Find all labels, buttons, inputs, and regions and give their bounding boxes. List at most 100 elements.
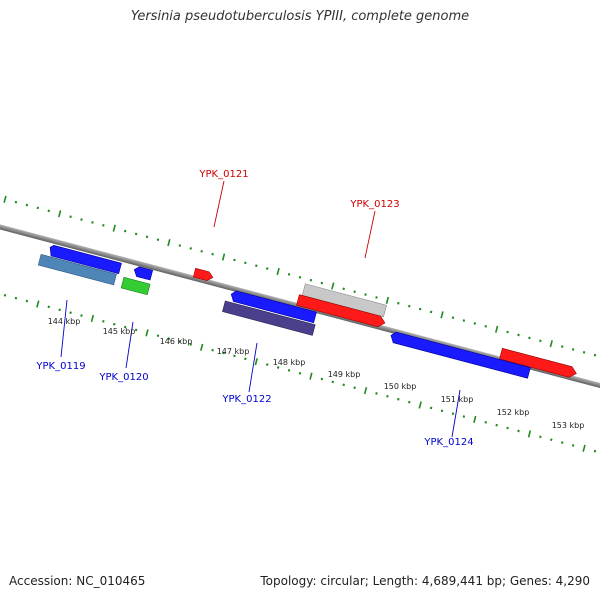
outer-minor-tick [287,273,291,276]
scale-label-148: 148 kbp [273,358,306,367]
leader-ypk0119 [60,299,68,358]
outer-minor-tick [69,215,72,218]
inner-minor-tick [244,357,247,361]
gene-label-ypk0121[interactable]: YPK_0121 [198,169,248,180]
outer-minor-tick [353,290,356,294]
inner-minor-tick [123,325,127,329]
gene-ypk0123-arrow[interactable] [296,294,387,329]
inner-major-tick [254,358,258,366]
outer-minor-tick [102,223,105,227]
outer-major-tick [112,224,116,232]
outer-minor-tick [309,278,313,282]
inner-minor-tick [47,305,50,309]
inner-major-tick [309,372,313,380]
inner-minor-tick [506,426,509,430]
outer-minor-tick [397,301,400,305]
outer-minor-tick [145,235,149,239]
outer-major-tick [331,282,335,290]
gene-ypk0122-slate-bar[interactable] [222,300,316,336]
gene-label-ypk0124[interactable]: YPK_0124 [423,437,473,448]
gene-ypk0119-steel-bar[interactable] [37,253,117,286]
leader-ypk0120 [125,321,134,369]
inner-minor-tick [429,406,433,410]
inner-minor-tick [320,377,324,381]
inner-minor-tick [134,328,138,332]
inner-major-tick [36,300,40,308]
leader-ypk0123 [364,210,376,259]
gene-label-ypk0119[interactable]: YPK_0119 [35,361,85,372]
gene-ypk0125-arrow[interactable] [499,347,578,379]
inner-minor-tick [189,343,193,346]
gene-label-ypk0122[interactable]: YPK_0122 [221,394,271,405]
inner-minor-tick [113,322,116,326]
gene-label-ypk0123[interactable]: YPK_0123 [349,199,399,210]
gene-labels: YPK_0121 YPK_0123 YPK_0119 YPK_0120 YPK_… [35,169,473,448]
accession-text: Accession: NC_010465 [9,574,146,588]
map-title: Yersinia pseudotuberculosis YPIII, compl… [130,9,470,24]
gene-label-ypk0120[interactable]: YPK_0120 [98,372,148,383]
outer-major-tick [549,340,553,348]
inner-minor-tick [593,449,597,453]
outer-major-tick [440,311,444,319]
leader-ypk0122 [248,342,258,393]
scale-label-145: 145 kbp [103,327,136,336]
outer-major-tick [167,239,171,247]
gene-ypk0121-arrow[interactable] [192,267,214,282]
inner-minor-tick [222,351,225,355]
inner-minor-tick [102,319,105,323]
inner-minor-tick [517,429,520,433]
inner-minor-tick [353,386,356,390]
gene-ypk0120-arrow[interactable] [133,266,154,281]
gene-ypk0124-arrow[interactable] [389,331,531,379]
inner-minor-tick [462,415,466,418]
outer-minor-tick [560,345,564,348]
inner-major-tick [90,314,95,323]
outer-minor-tick [80,218,83,221]
outer-tick-row [3,195,597,357]
outer-minor-tick [528,336,531,340]
outer-minor-tick [36,206,40,210]
outer-major-tick [221,253,226,261]
genome-summary-text: Topology: circular; Length: 4,689,441 bp… [260,574,590,588]
outer-minor-tick [429,310,433,314]
inner-minor-tick [550,438,553,441]
outer-minor-tick [47,209,50,213]
outer-major-tick [276,267,280,276]
gene-ypk0119-arrow[interactable] [48,244,122,275]
inner-major-tick [363,386,368,395]
outer-minor-tick [473,322,477,325]
scale-label-147: 147 kbp [217,347,250,356]
inner-major-tick [473,415,477,424]
gene-ypk0122-arrow[interactable] [230,290,317,324]
inner-minor-tick [298,371,302,375]
outer-major-tick [3,195,7,203]
outer-minor-tick [91,221,94,224]
inner-major-tick [200,343,204,351]
outer-minor-tick [364,293,367,296]
outer-minor-tick [14,200,18,204]
outer-minor-tick [462,319,466,322]
outer-minor-tick [320,281,324,285]
scale-label-153: 153 kbp [552,421,585,430]
gene-ypk0120-green-bar[interactable] [120,276,151,296]
inner-minor-tick [58,308,61,312]
inner-minor-tick [375,392,378,395]
outer-major-tick [494,325,499,333]
outer-minor-tick [123,229,127,233]
inner-minor-tick [25,299,29,303]
inner-minor-tick [440,409,444,413]
leader-ypk0121 [213,180,225,228]
inner-minor-tick [265,363,269,366]
inner-minor-tick [539,435,542,439]
inner-minor-tick [69,311,72,314]
outer-minor-tick [298,275,302,279]
outer-minor-tick [484,325,487,328]
inner-minor-tick [331,380,335,384]
outer-minor-tick [211,252,214,256]
scale-label-151: 151 kbp [441,395,474,404]
inner-minor-tick [156,334,160,338]
scale-label-149: 149 kbp [328,370,361,379]
inner-major-tick [582,444,586,452]
